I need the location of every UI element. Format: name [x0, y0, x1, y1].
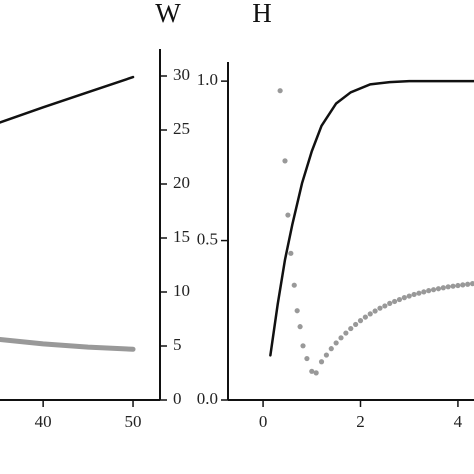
y-tick-label: 0: [173, 389, 182, 408]
x-tick-label: 0: [259, 412, 268, 431]
data-point: [343, 330, 349, 336]
data-point: [353, 321, 359, 328]
data-point: [455, 282, 461, 289]
panel-title: H: [252, 0, 272, 28]
data-point: [294, 308, 300, 314]
data-point: [277, 88, 283, 94]
data-point: [387, 300, 393, 306]
data-point: [318, 359, 325, 365]
data-point: [469, 281, 474, 287]
data-point: [421, 289, 427, 295]
data-point: [435, 286, 442, 292]
data-point: [416, 290, 422, 296]
data-point: [304, 355, 310, 362]
data-point: [460, 282, 466, 288]
x-tick-label: 2: [356, 412, 365, 431]
y-tick-label: 0.0: [197, 389, 218, 408]
data-point: [430, 287, 437, 293]
x-tick-label: 4: [454, 412, 463, 431]
data-point: [309, 368, 315, 374]
data-point: [372, 308, 378, 314]
data-point: [300, 343, 306, 349]
data-point: [297, 324, 303, 330]
data-point: [348, 325, 354, 332]
x-tick-label: 50: [125, 412, 142, 431]
y-tick-label: 30: [173, 65, 190, 84]
data-point: [440, 285, 446, 291]
y-tick-label: 1.0: [197, 70, 218, 89]
data-point: [465, 281, 471, 287]
data-point: [411, 291, 417, 298]
data-point: [328, 346, 334, 352]
data-point: [333, 340, 339, 346]
data-point: [323, 352, 329, 358]
data-line: [0, 75, 135, 124]
panel-title: W: [155, 0, 181, 28]
data-point: [406, 293, 412, 299]
data-point: [382, 303, 388, 309]
data-point: [282, 158, 288, 164]
data-point: [377, 305, 383, 311]
data-point: [291, 282, 297, 288]
data-point: [357, 318, 364, 324]
y-tick-label: 10: [173, 281, 190, 300]
data-point: [450, 283, 456, 289]
data-point: [338, 335, 344, 341]
data-point: [313, 370, 319, 376]
y-tick-label: 15: [173, 227, 190, 246]
data-line: [0, 337, 136, 352]
data-point: [285, 212, 291, 218]
x-tick-label: 40: [35, 412, 52, 431]
y-tick-label: 0.5: [197, 229, 218, 248]
y-tick-label: 5: [173, 335, 182, 354]
data-point: [367, 311, 373, 317]
data-point: [426, 288, 432, 294]
data-point: [391, 298, 398, 305]
data-point: [445, 284, 451, 290]
data-point: [362, 314, 368, 320]
y-tick-label: 20: [173, 173, 190, 192]
data-point: [401, 295, 407, 301]
data-point: [288, 250, 294, 256]
data-point: [396, 296, 403, 303]
data-line: [269, 79, 474, 357]
y-tick-label: 25: [173, 119, 190, 138]
